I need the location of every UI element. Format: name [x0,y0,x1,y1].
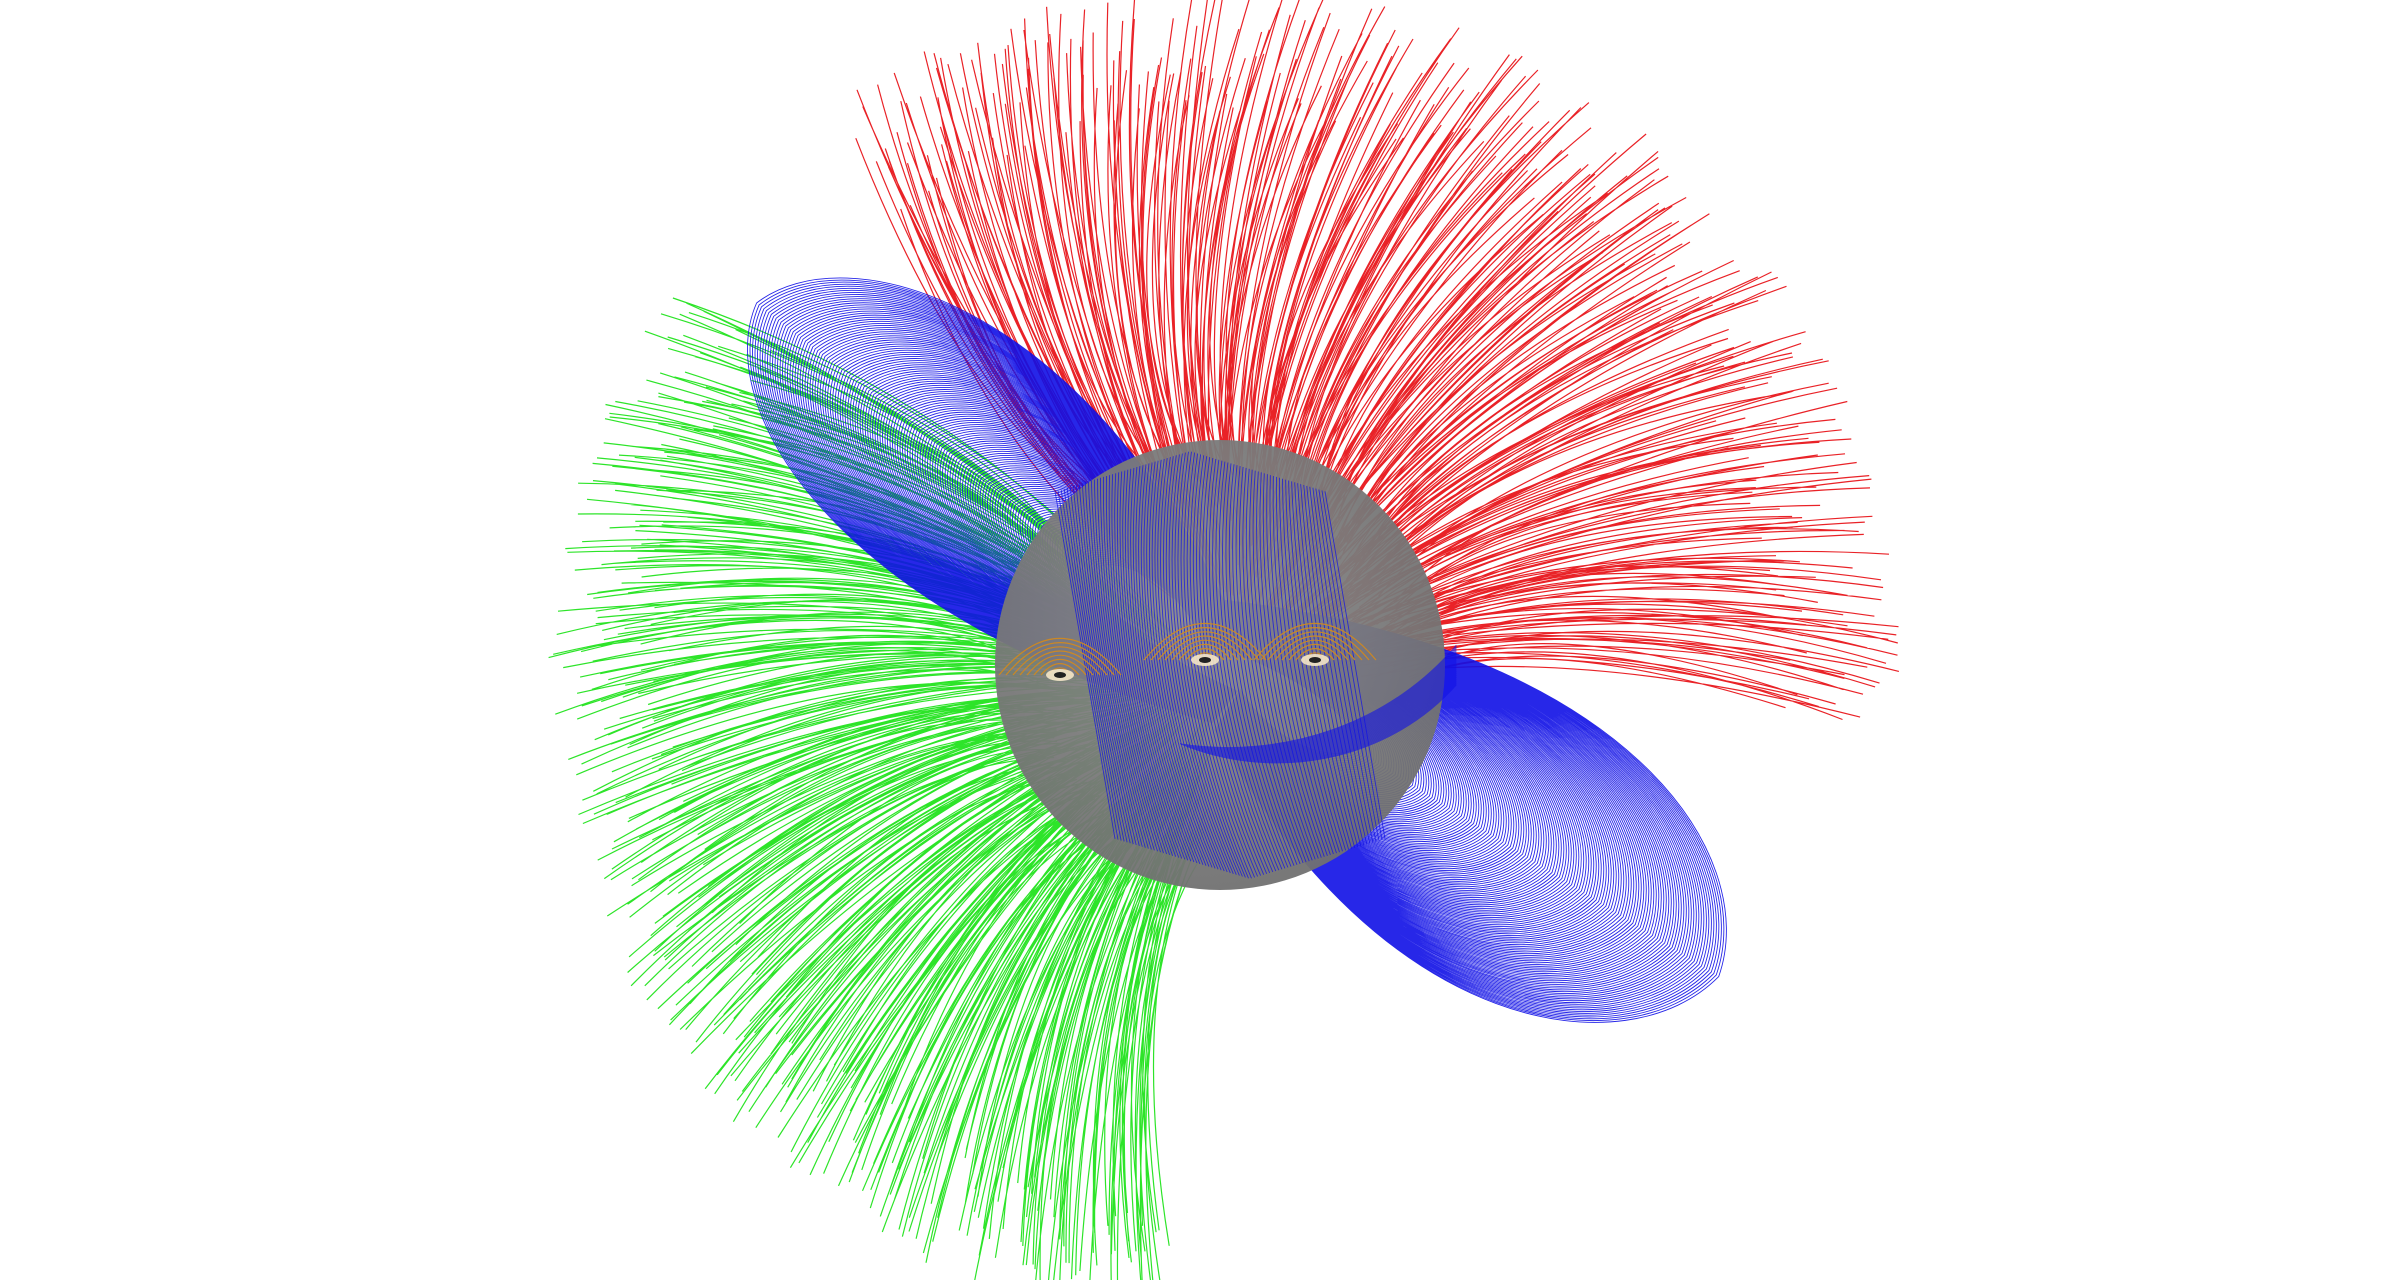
active-region-loop-set [1143,623,1267,661]
helmet-front-wrap-lines [1179,644,1457,764]
sunspot-dark-core [1054,672,1066,678]
sunspot-dark-core [1309,657,1321,663]
sun-sphere [995,440,1445,890]
active-region-loops [998,623,1377,681]
sun-disk [995,440,1445,890]
active-region-loop-set [998,638,1122,676]
sunspot-dark-core [1199,657,1211,663]
active-region-loop-set [1253,623,1377,661]
